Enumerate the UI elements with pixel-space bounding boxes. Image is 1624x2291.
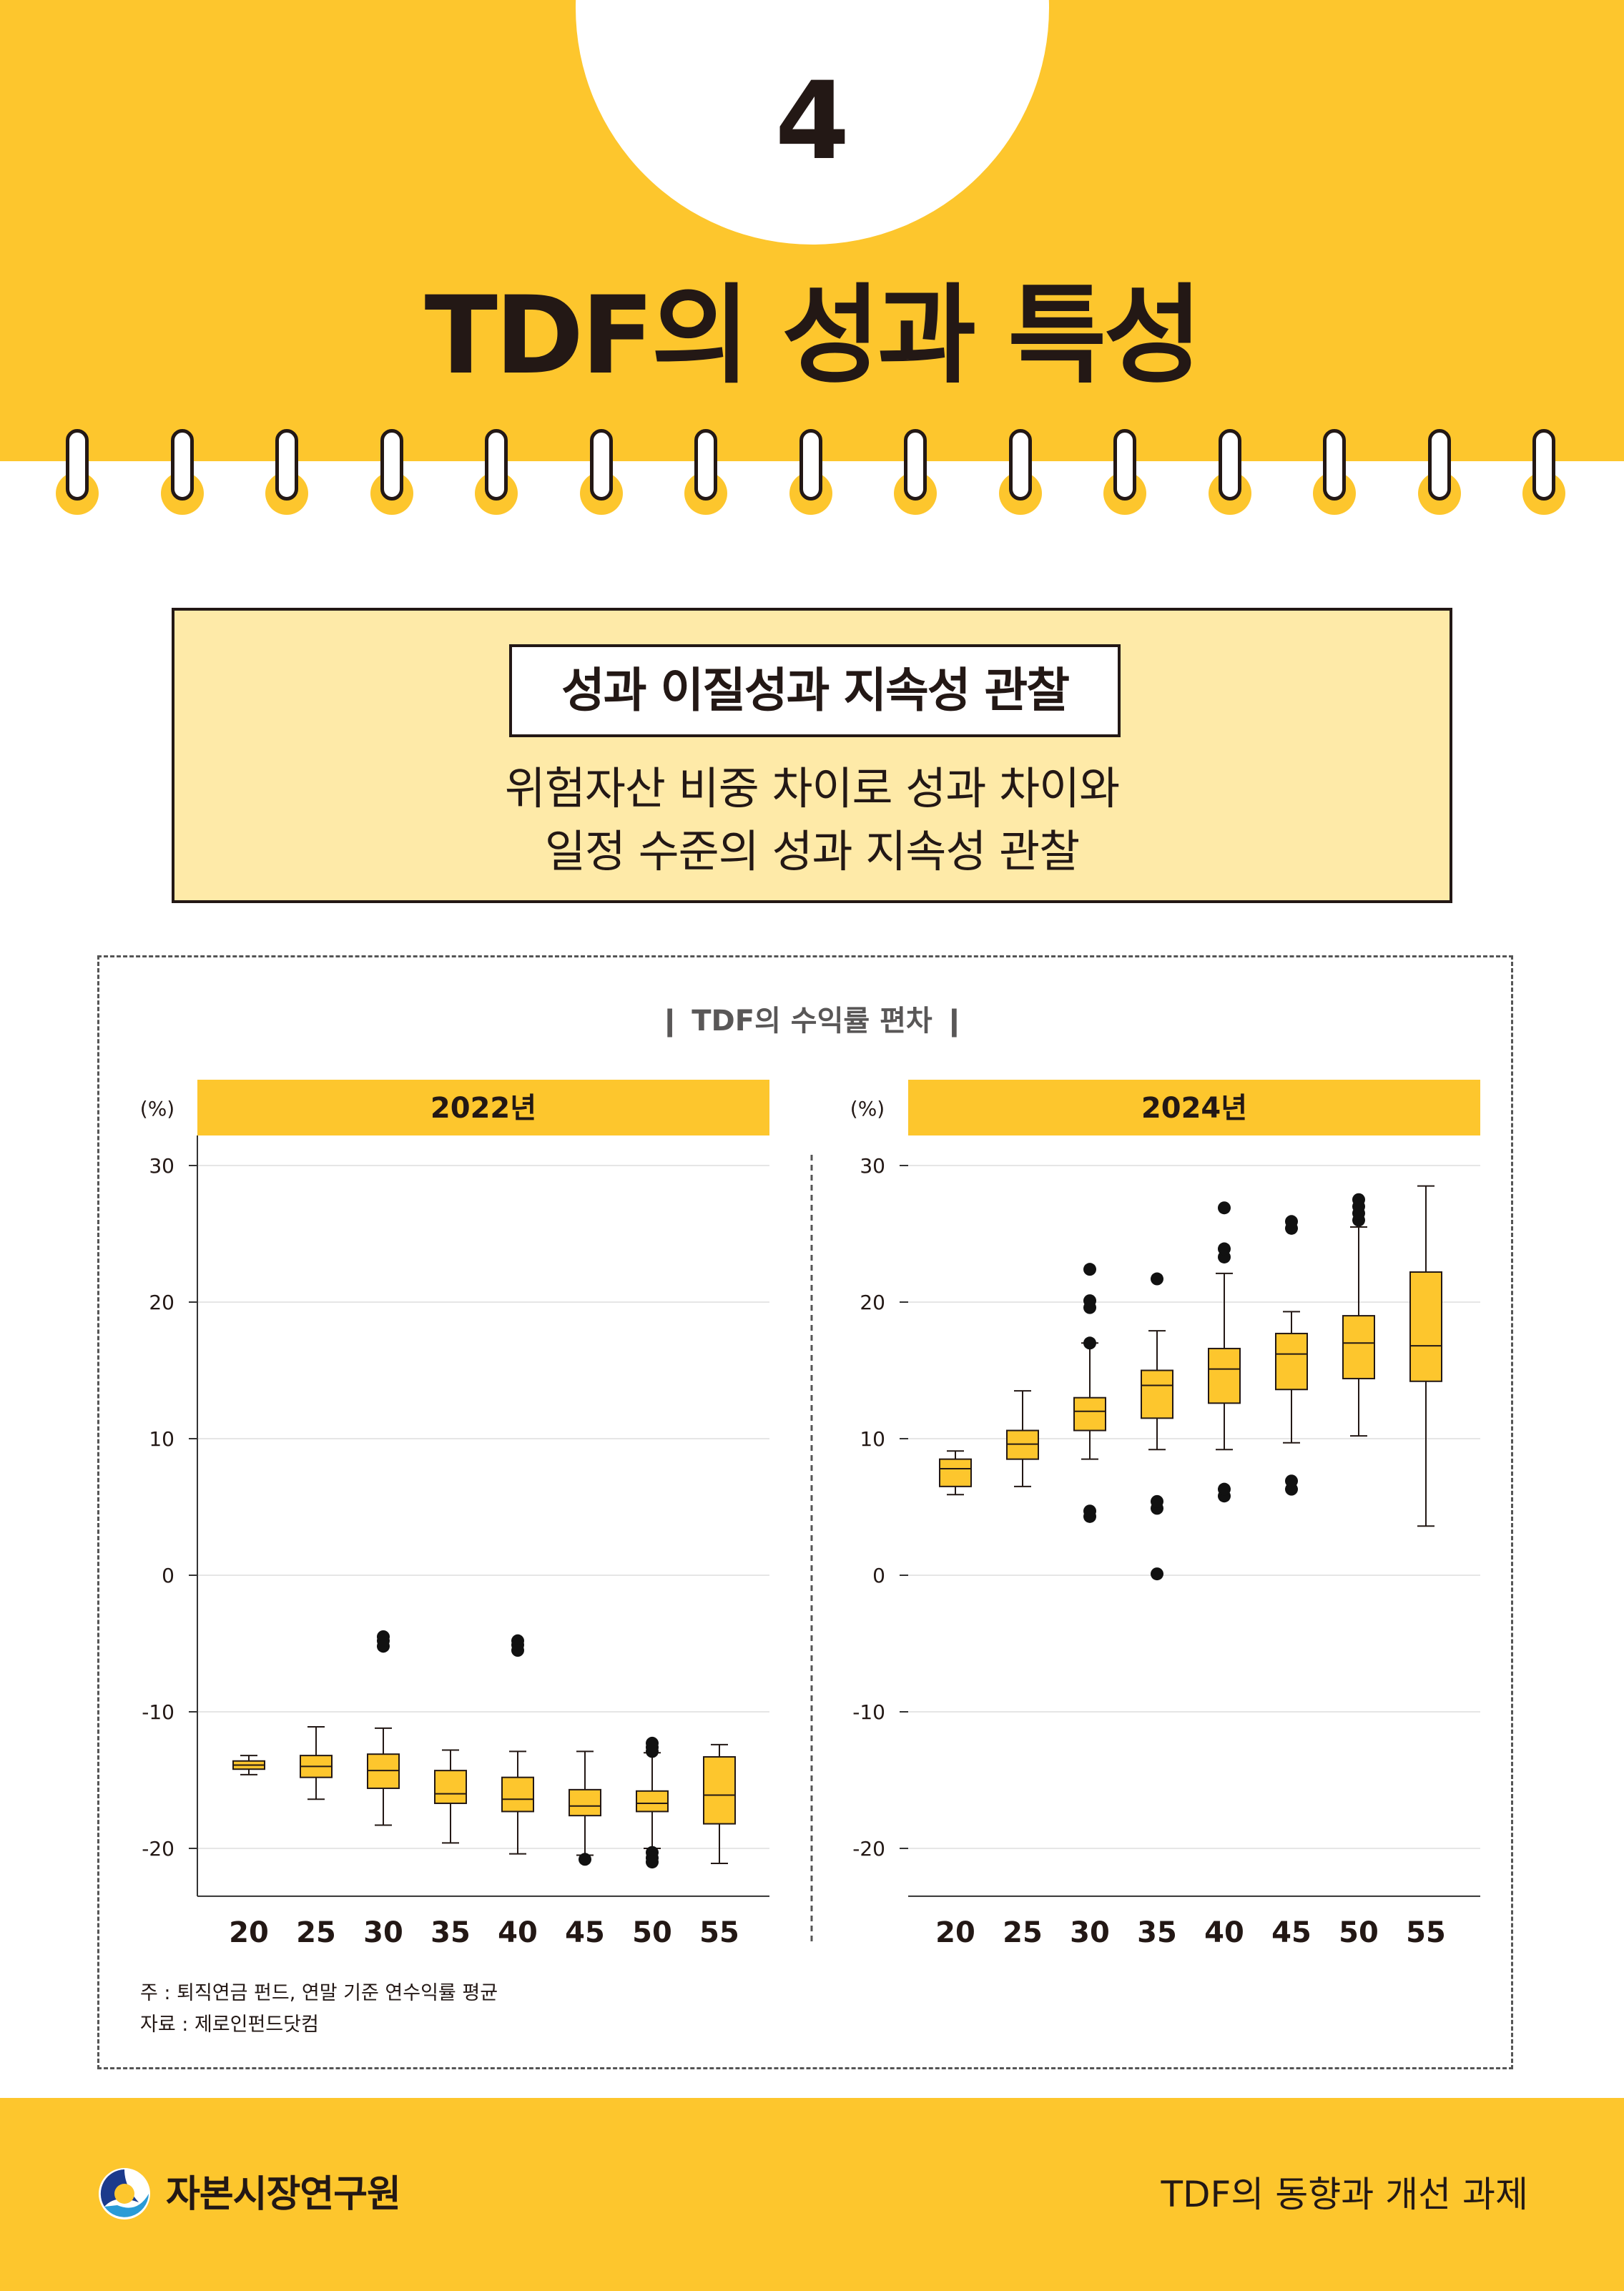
y-tick-label: -10 <box>142 1700 174 1724</box>
outlier-point <box>377 1640 390 1653</box>
x-tick-label: 50 <box>632 1916 672 1949</box>
x-tick-label: 40 <box>498 1916 538 1949</box>
x-tick-label: 30 <box>363 1916 403 1949</box>
binder-ring-icon <box>998 429 1042 515</box>
organization-name: 자본시장연구원 <box>166 2173 401 2216</box>
x-tick-label: 45 <box>565 1916 605 1949</box>
kcmi-logo-icon <box>99 2168 150 2219</box>
binder-ring-icon <box>160 429 204 515</box>
footer-band <box>0 2098 1624 2291</box>
page-title: TDF의 성과 특성 <box>424 274 1203 398</box>
iqr-box <box>434 1770 467 1804</box>
y-axis-unit: (%) <box>850 1097 885 1120</box>
iqr-box <box>1208 1347 1241 1404</box>
binder-ring-icon <box>1417 429 1461 515</box>
note-text: 주 : 퇴직연금 펀드, 연말 기준 연수익률 평균 <box>140 1982 498 2004</box>
binder-ring-icon <box>1103 429 1146 515</box>
chart-title: ❙ TDF의 수익률 편차 ❙ <box>657 1005 967 1038</box>
summary-line-2: 일정 수준의 성과 지속성 관찰 <box>544 825 1080 877</box>
y-tick-label: 20 <box>860 1291 885 1314</box>
iqr-box <box>1275 1332 1308 1391</box>
binder-ring-icon <box>265 429 308 515</box>
document-title: TDF의 동향과 개선 과제 <box>1161 2174 1528 2215</box>
outlier-point <box>1083 1294 1096 1308</box>
y-tick-label: -20 <box>142 1837 174 1861</box>
outlier-point <box>1083 1336 1096 1350</box>
iqr-box <box>1342 1315 1375 1379</box>
y-tick-label: 10 <box>149 1427 174 1451</box>
binder-ring-icon <box>1522 429 1565 515</box>
x-tick-label: 40 <box>1204 1916 1244 1949</box>
binder-ring-icon <box>56 429 99 515</box>
y-tick-label: -20 <box>852 1837 885 1861</box>
outlier-point <box>1083 1263 1096 1276</box>
y-tick-label: 30 <box>149 1154 174 1178</box>
panel-header <box>197 1080 769 1135</box>
outlier-point <box>1218 1482 1231 1496</box>
page-number: 4 <box>774 59 850 184</box>
y-tick-label: 20 <box>149 1291 174 1314</box>
x-tick-label: 20 <box>935 1916 975 1949</box>
binder-ring-icon <box>1208 429 1251 515</box>
y-tick-label: -10 <box>852 1700 885 1724</box>
x-tick-label: 55 <box>1406 1916 1446 1949</box>
x-tick-label: 55 <box>699 1916 739 1949</box>
outlier-point <box>1352 1193 1365 1206</box>
summary-description: 위험자산 비중 차이로 성과 차이와 일정 수준의 성과 지속성 관찰 <box>174 757 1450 883</box>
outlier-point <box>1218 1242 1231 1256</box>
summary-label: 성과 이질성과 지속성 관찰 <box>509 644 1121 737</box>
binder-ring-icon <box>894 429 937 515</box>
iqr-box <box>1409 1271 1442 1382</box>
x-tick-label: 25 <box>296 1916 336 1949</box>
summary-line-1: 위험자산 비중 차이로 성과 차이와 <box>504 762 1120 814</box>
summary-box: 성과 이질성과 지속성 관찰 위험자산 비중 차이로 성과 차이와 일정 수준의… <box>172 608 1452 903</box>
iqr-box <box>501 1776 534 1813</box>
x-tick-label: 45 <box>1271 1916 1311 1949</box>
outlier-point <box>646 1745 659 1758</box>
binder-ring-icon <box>684 429 727 515</box>
iqr-box <box>569 1788 601 1817</box>
binder-ring-icon <box>370 429 413 515</box>
outlier-point <box>1083 1504 1096 1518</box>
chart-frame <box>97 955 1513 2069</box>
binder-ring-icon <box>1313 429 1356 515</box>
x-tick-label: 20 <box>229 1916 269 1949</box>
y-tick-label: 30 <box>860 1154 885 1178</box>
outlier-point <box>1285 1474 1298 1488</box>
binder-ring-icon <box>579 429 623 515</box>
outlier-point <box>1151 1494 1163 1508</box>
y-axis-unit: (%) <box>140 1097 174 1120</box>
panel-title: 2022년 <box>430 1092 536 1125</box>
x-tick-label: 30 <box>1070 1916 1110 1949</box>
outlier-point <box>1151 1272 1163 1286</box>
chart-notes: 주 : 퇴직연금 펀드, 연말 기준 연수익률 평균 자료 : 제로인펀드닷컴 <box>140 1978 498 2041</box>
outlier-point <box>1151 1567 1163 1581</box>
x-tick-label: 35 <box>1137 1916 1177 1949</box>
iqr-box <box>1073 1396 1106 1432</box>
iqr-box <box>939 1458 972 1487</box>
y-tick-label: 0 <box>162 1564 174 1587</box>
panel-header <box>908 1080 1480 1135</box>
panel-title: 2024년 <box>1141 1092 1247 1125</box>
outlier-point <box>646 1856 659 1869</box>
binder-ring-icon <box>475 429 518 515</box>
iqr-box <box>1141 1369 1173 1419</box>
x-tick-label: 35 <box>430 1916 471 1949</box>
iqr-box <box>703 1756 736 1825</box>
x-tick-label: 50 <box>1339 1916 1379 1949</box>
outlier-point <box>511 1644 524 1657</box>
iqr-box <box>636 1790 669 1813</box>
binder-ring-icon <box>789 429 832 515</box>
outlier-point <box>1285 1215 1298 1228</box>
source-text: 자료 : 제로인펀드닷컴 <box>140 2014 319 2036</box>
outlier-point <box>579 1853 591 1866</box>
x-tick-label: 25 <box>1003 1916 1043 1949</box>
outlier-point <box>1218 1201 1231 1215</box>
y-tick-label: 10 <box>860 1427 885 1451</box>
y-tick-label: 0 <box>872 1564 885 1587</box>
